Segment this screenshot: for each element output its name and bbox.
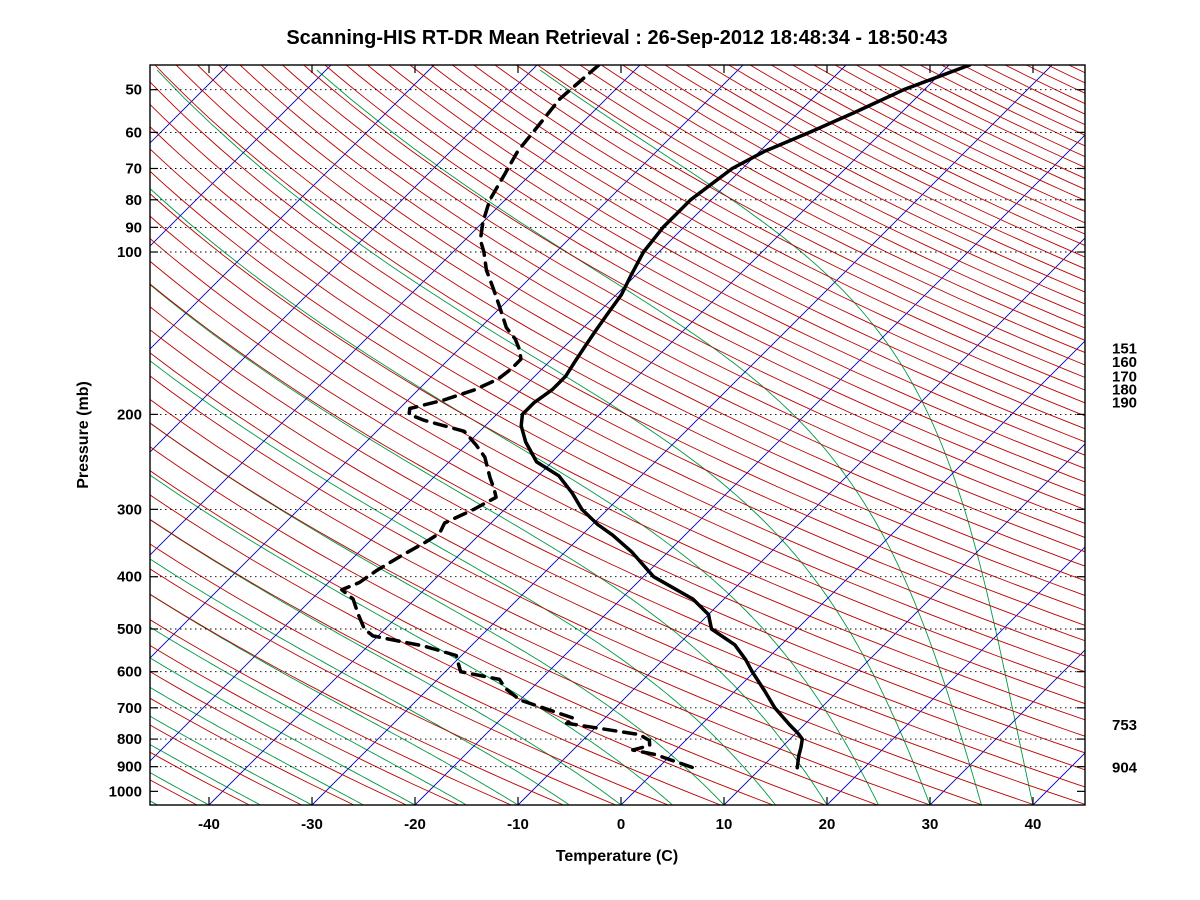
svg-text:904: 904	[1112, 760, 1138, 777]
svg-text:-10: -10	[507, 816, 529, 833]
svg-text:60: 60	[125, 124, 142, 141]
svg-text:900: 900	[117, 759, 142, 776]
svg-text:-30: -30	[301, 816, 323, 833]
axes-layer: 5060708090100200300400500600700800900100…	[109, 64, 1138, 833]
svg-text:400: 400	[117, 569, 142, 586]
svg-text:30: 30	[922, 816, 939, 833]
svg-text:753: 753	[1112, 717, 1137, 734]
svg-text:50: 50	[125, 82, 142, 99]
svg-text:151: 151	[1112, 341, 1137, 358]
svg-text:-20: -20	[404, 816, 426, 833]
chart-title: Scanning-HIS RT-DR Mean Retrieval : 26-S…	[286, 27, 947, 49]
profile-lines-layer	[340, 65, 972, 770]
svg-text:100: 100	[117, 244, 142, 261]
temperature-profile-line	[519, 65, 972, 770]
svg-text:80: 80	[125, 192, 142, 209]
svg-text:180: 180	[1112, 382, 1137, 399]
svg-text:700: 700	[117, 700, 142, 717]
svg-text:0: 0	[617, 816, 625, 833]
isotherm-lines	[150, 65, 1085, 805]
svg-text:20: 20	[819, 816, 836, 833]
dry-adiabat-lines	[150, 65, 1085, 805]
svg-text:90: 90	[125, 219, 142, 236]
y-axis-label: Pressure (mb)	[75, 381, 92, 489]
background-lines-layer	[150, 65, 1085, 805]
plot-border	[149, 64, 1086, 806]
y-tick-labels: 50 60 70 80 90 100 200 300 400 500 600 700 800 900 100…	[109, 82, 1085, 800]
svg-text:-40: -40	[198, 816, 220, 833]
moist-adiabat-lines	[150, 69, 1034, 805]
svg-text:160: 160	[1112, 354, 1137, 371]
svg-text:170: 170	[1112, 368, 1137, 385]
svg-text:800: 800	[117, 731, 142, 748]
svg-text:10: 10	[716, 816, 733, 833]
pressure-gridlines	[150, 89, 1085, 768]
svg-text:1000: 1000	[109, 783, 142, 800]
svg-text:70: 70	[125, 160, 142, 177]
svg-text:40: 40	[1025, 816, 1042, 833]
x-axis-label: Temperature (C)	[556, 848, 678, 865]
x-tick-labels: -40 -30 -20 -10 0 10 20 30 40	[198, 65, 1041, 833]
svg-text:190: 190	[1112, 394, 1137, 411]
svg-text:300: 300	[117, 501, 142, 518]
dewpoint-profile-line	[340, 65, 696, 770]
svg-text:500: 500	[117, 621, 142, 638]
svg-text:600: 600	[117, 664, 142, 681]
svg-text:200: 200	[117, 406, 142, 423]
